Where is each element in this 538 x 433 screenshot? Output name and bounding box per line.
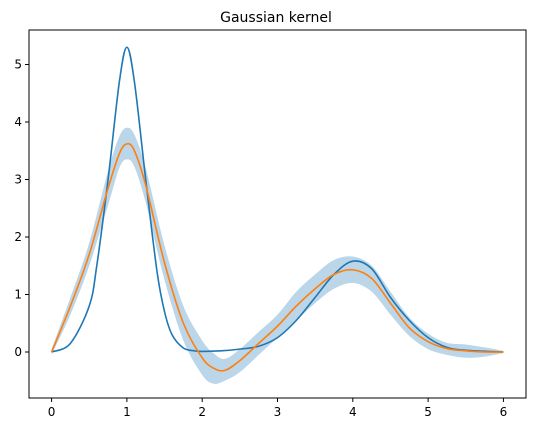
series-line-prediction [50,142,504,372]
y-tick-label: 3 [14,173,22,187]
chart-title: Gaussian kernel [220,10,332,26]
y-tick-label: 0 [14,345,22,359]
series-line-true-function [51,46,504,353]
y-tick-label: 4 [14,115,22,129]
x-tick-label: 0 [48,405,56,419]
x-tick-label: 3 [274,405,282,419]
x-tick-label: 6 [500,405,508,419]
plot-layer [50,46,504,384]
y-tick-label: 2 [14,230,22,244]
x-tick-label: 4 [349,405,357,419]
x-tick-label: 5 [424,405,432,419]
x-axis: 0 1 2 3 4 5 6 [48,398,507,419]
y-axis: 0 1 2 3 4 5 [14,58,29,359]
y-tick-label: 1 [14,288,22,302]
x-tick-label: 2 [198,405,206,419]
confidence-band [51,127,504,384]
x-tick-label: 1 [123,405,131,419]
y-tick-label: 5 [14,58,22,72]
